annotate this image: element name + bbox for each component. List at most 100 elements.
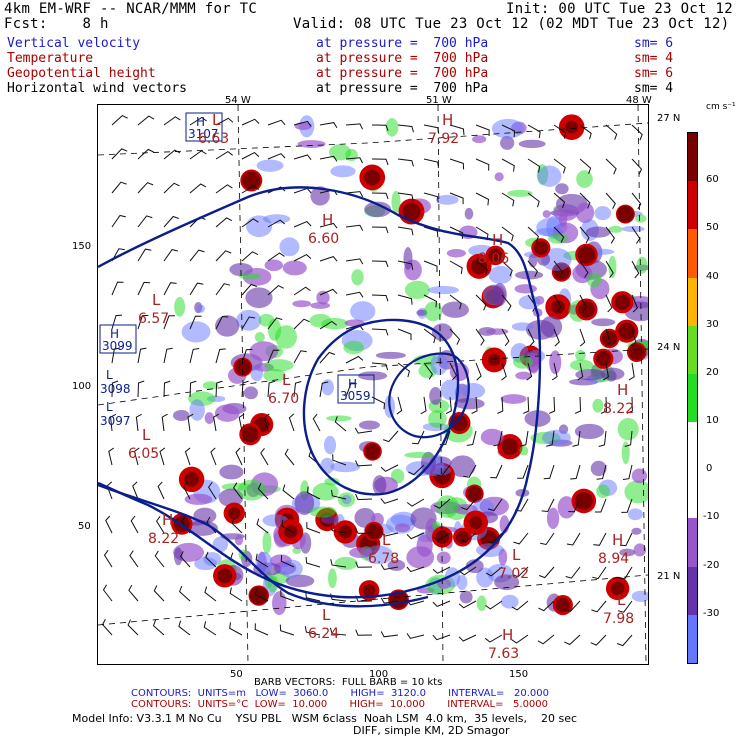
wind-barb: [380, 564, 399, 571]
wind-barb: [215, 348, 226, 364]
wind-barb: [354, 427, 373, 434]
wind-barb: [397, 260, 414, 270]
shading-blob: [459, 590, 473, 604]
wind-barb: [345, 123, 364, 130]
temperature-extreme-label: H: [442, 111, 453, 129]
shading-blob: [189, 399, 205, 421]
wind-barb: [380, 597, 399, 604]
wind-barb: [380, 498, 399, 504]
wind-barb: [111, 281, 124, 296]
shading-blob: [436, 551, 451, 565]
grid-tick-label: 100: [72, 381, 92, 392]
height-max-value: 3059: [340, 389, 371, 403]
shading-blob: [364, 201, 392, 218]
wind-barb: [519, 430, 529, 447]
wind-barb: [605, 260, 614, 279]
wind-barb: [288, 413, 295, 432]
wind-barb: [305, 556, 321, 568]
wind-barb: [380, 631, 399, 638]
shading-blob: [515, 371, 532, 380]
wind-barb: [449, 328, 461, 345]
updraft-core: [533, 240, 548, 255]
wind-barb: [466, 430, 477, 446]
colorbar-label: 20: [706, 366, 719, 378]
colorbar-swatch: [688, 133, 697, 182]
lat-tick-label: 27 N: [657, 113, 681, 124]
wind-barb: [511, 634, 529, 644]
lat-tick-label: 24 N: [657, 342, 681, 353]
shading-blob: [619, 548, 636, 557]
field-level: at pressure = 700 hPa: [316, 36, 489, 51]
wind-barb: [618, 566, 633, 580]
wind-barb: [631, 294, 638, 313]
shading-blob: [446, 249, 466, 258]
lat-tick-label: 21 N: [657, 571, 681, 582]
init-time: Init: 00 UTC Tue 23 Oct 12: [506, 1, 733, 17]
shading-blob: [219, 464, 244, 480]
updraft-core: [362, 584, 376, 597]
shading-blob: [537, 165, 562, 187]
shading-blob: [461, 383, 486, 399]
height-min-value: 3098: [100, 382, 131, 396]
height-max-box: [99, 324, 137, 354]
wind-barb: [111, 115, 128, 126]
temperature-extreme-value: 6.57: [138, 311, 169, 327]
field-name-vertical-velocity: Vertical velocity: [7, 36, 141, 51]
wind-barb: [255, 553, 269, 568]
wind-barb: [592, 566, 607, 580]
wind-barb: [163, 149, 181, 160]
wind-barb: [330, 524, 347, 534]
shading-blob: [375, 351, 406, 359]
wind-barb: [293, 381, 302, 398]
field-level: at pressure = 700 hPa: [316, 66, 489, 81]
temperature-extreme-label: H: [502, 626, 513, 644]
updraft-core: [555, 597, 571, 613]
wind-barb: [371, 192, 389, 200]
wind-barb: [345, 157, 364, 164]
wind-barb: [459, 566, 477, 576]
grid-tick-label: 150: [72, 241, 92, 252]
wind-barb: [371, 362, 389, 371]
updraft-core: [217, 568, 233, 584]
shading-blob: [323, 435, 337, 455]
height-max-label: H: [196, 115, 205, 129]
shading-blob: [237, 479, 266, 501]
wind-barb: [215, 283, 231, 296]
temperature-extreme-value: 6.78: [368, 551, 399, 567]
wind-barb: [279, 624, 295, 636]
height-min-label: L: [106, 368, 113, 382]
wind-barb: [543, 464, 555, 480]
shading-blob: [363, 545, 394, 565]
temperature-extreme-label: H: [492, 231, 503, 249]
shading-blob: [349, 547, 373, 559]
updraft-core: [228, 507, 241, 520]
updraft-core: [595, 351, 611, 367]
wind-barb: [293, 187, 312, 194]
wind-barb: [624, 430, 633, 447]
wind-barb: [267, 380, 276, 398]
wind-barb: [189, 315, 202, 330]
wind-barb: [371, 260, 389, 268]
shading-blob: [428, 410, 447, 428]
temperature-extreme-label: L: [282, 371, 291, 389]
height-max-value: 3107: [188, 127, 219, 141]
shading-blob: [214, 404, 240, 422]
wind-barb: [128, 584, 139, 602]
wind-barb: [397, 328, 412, 341]
colorbar-swatch: [688, 422, 697, 471]
temperature-extreme-label: H: [612, 531, 623, 549]
wind-barb: [319, 155, 338, 162]
shading-blob: [476, 595, 487, 611]
wind-barb: [137, 248, 152, 262]
wind-barb: [449, 124, 465, 135]
colorbar-label: 60: [706, 174, 719, 186]
wind-barb: [423, 328, 436, 344]
wind-barb: [215, 117, 234, 126]
wind-barb: [565, 566, 581, 579]
shading-blob: [557, 496, 576, 519]
shading-blob: [310, 302, 331, 309]
map-canvas: H3107H3099H3059L3098L3097H6.60L6.57L6.05…: [97, 104, 657, 665]
shading-blob: [465, 559, 484, 574]
wind-barb: [355, 493, 373, 501]
wind-barb: [433, 498, 451, 509]
